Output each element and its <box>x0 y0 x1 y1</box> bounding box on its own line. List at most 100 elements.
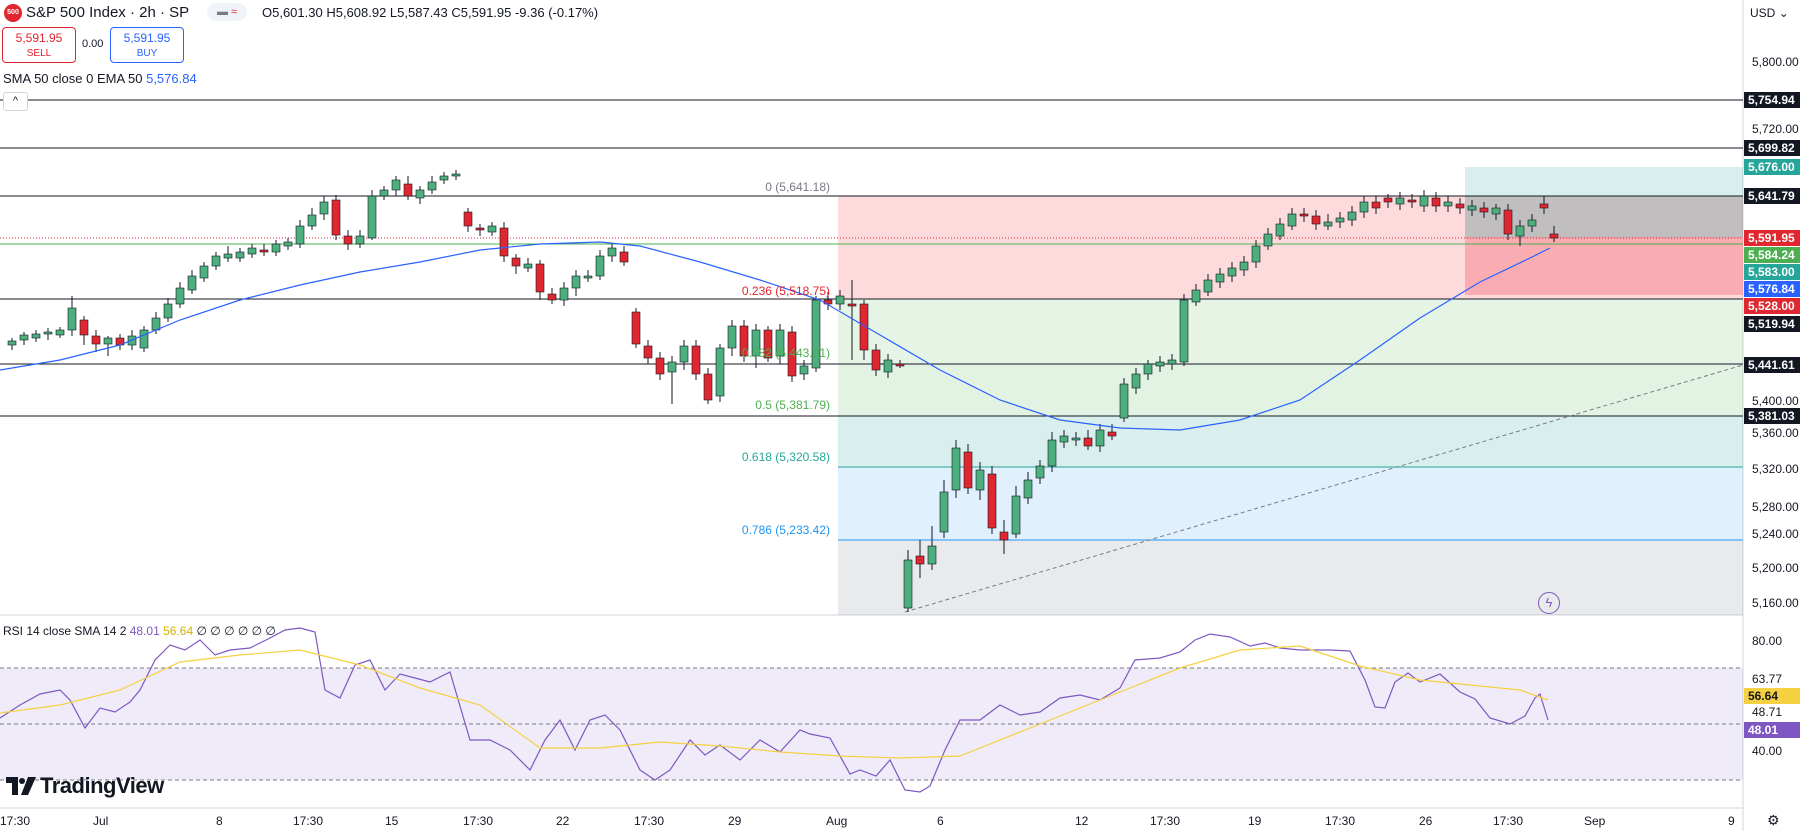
sell-price: 5,591.95 <box>15 31 63 45</box>
candle <box>103 337 113 345</box>
date-axis-label: 12 <box>1075 814 1089 828</box>
price-axis-label: 5,400.00 <box>1752 394 1799 408</box>
candle <box>1023 479 1033 499</box>
buy-price: 5,591.95 <box>123 31 171 45</box>
candle <box>787 331 797 377</box>
tradingview-logo[interactable]: TradingView <box>6 773 164 799</box>
candle <box>247 247 257 255</box>
rsi-legend-name: RSI 14 close SMA 14 2 <box>3 624 127 638</box>
fib-zone <box>838 540 1743 615</box>
fib-label: 0.786 (5,233.42) <box>741 523 830 537</box>
candle <box>487 225 497 233</box>
candle <box>987 473 997 529</box>
candle <box>595 255 605 277</box>
candle <box>499 227 509 257</box>
fib-zone <box>838 196 1743 299</box>
candle <box>751 329 761 357</box>
buy-label: BUY <box>136 48 158 59</box>
currency-selector[interactable]: USD ⌄ <box>1744 3 1798 25</box>
candle <box>739 325 749 357</box>
fib-zone <box>838 467 1743 540</box>
date-axis-label: 17:30 <box>1493 814 1524 828</box>
candle <box>975 469 985 491</box>
candle <box>367 195 377 239</box>
sell-button[interactable]: 5,591.95 SELL <box>2 27 76 63</box>
fib-label: 0.236 (5,518.75) <box>741 284 830 298</box>
date-axis-label: Jul <box>93 814 109 828</box>
candle <box>1083 437 1093 447</box>
candle <box>1287 213 1297 227</box>
price-axis-label: 5,320.00 <box>1752 462 1799 476</box>
candle <box>643 345 653 359</box>
candle <box>1395 197 1405 205</box>
candle <box>19 334 29 341</box>
date-axis-label: 17:30 <box>1325 814 1356 828</box>
candle <box>535 263 545 293</box>
candle <box>571 275 581 289</box>
rsi-legend[interactable]: RSI 14 close SMA 14 2 48.01 56.64 ∅ ∅ ∅ … <box>3 624 276 638</box>
candle <box>511 257 521 267</box>
candle <box>1419 195 1429 207</box>
candle <box>1143 363 1153 375</box>
candle <box>1035 465 1045 479</box>
candle <box>523 263 533 269</box>
candle <box>1179 299 1189 363</box>
currency-label: USD <box>1750 6 1776 20</box>
candle <box>1467 205 1477 211</box>
candle <box>1549 233 1559 239</box>
candle <box>7 340 17 346</box>
candle <box>1443 201 1453 207</box>
candle <box>271 243 281 253</box>
date-axis-label: 17:30 <box>0 814 31 828</box>
candle <box>1431 197 1441 207</box>
candle <box>415 189 425 199</box>
fib-label: 0.618 (5,320.58) <box>741 450 830 464</box>
candle <box>355 235 365 245</box>
indicator-legend-sma[interactable]: SMA 50 close 0 EMA 50 5,576.84 <box>3 71 197 86</box>
date-axis-label: 29 <box>728 814 742 828</box>
date-axis-label: 22 <box>556 814 570 828</box>
candle <box>951 447 961 491</box>
trendline <box>904 364 1744 613</box>
price-tag: 5,381.03 <box>1744 408 1800 424</box>
candle <box>283 241 293 247</box>
candle <box>963 451 973 489</box>
candle <box>67 307 77 331</box>
rsi-sma-value: 56.64 <box>163 624 194 638</box>
candle <box>1503 209 1513 235</box>
compare-icon[interactable]: ▬ ≈ <box>207 3 247 21</box>
candle <box>439 175 449 181</box>
chevron-up-icon[interactable]: ^ <box>3 92 28 111</box>
candle <box>379 189 389 197</box>
symbol-title[interactable]: S&P 500 Index · 2h · SP <box>26 4 190 21</box>
price-axis-label: 5,280.00 <box>1752 500 1799 514</box>
candle <box>343 235 353 245</box>
candle <box>1107 431 1117 437</box>
price-tag: 5,576.84 <box>1744 281 1800 297</box>
price-tag: 5,676.00 <box>1744 159 1800 175</box>
candle <box>1131 373 1141 389</box>
price-axis-label: 5,160.00 <box>1752 596 1799 610</box>
date-axis-label: 26 <box>1419 814 1433 828</box>
sell-label: SELL <box>26 48 52 59</box>
lightning-icon[interactable]: ϟ <box>1538 592 1560 614</box>
rsi-value: 48.01 <box>129 624 160 638</box>
candle <box>607 247 617 257</box>
price-tag: 5,591.95 <box>1744 230 1800 246</box>
candle <box>1059 435 1069 443</box>
gear-icon[interactable]: ⚙ <box>1767 812 1780 828</box>
sma-50-line <box>0 241 1551 431</box>
candle <box>811 299 821 369</box>
price-tag: 5,754.94 <box>1744 92 1800 108</box>
candle <box>43 331 53 335</box>
date-axis-label: Aug <box>826 814 848 828</box>
price-axis-label: 5,720.00 <box>1752 122 1799 136</box>
candle <box>775 329 785 357</box>
candle <box>187 275 197 291</box>
rsi-axis-label: 80.00 <box>1752 634 1783 648</box>
candle <box>55 329 65 336</box>
candle <box>999 531 1009 541</box>
candle <box>939 491 949 533</box>
buy-button[interactable]: 5,591.95 BUY <box>110 27 184 63</box>
